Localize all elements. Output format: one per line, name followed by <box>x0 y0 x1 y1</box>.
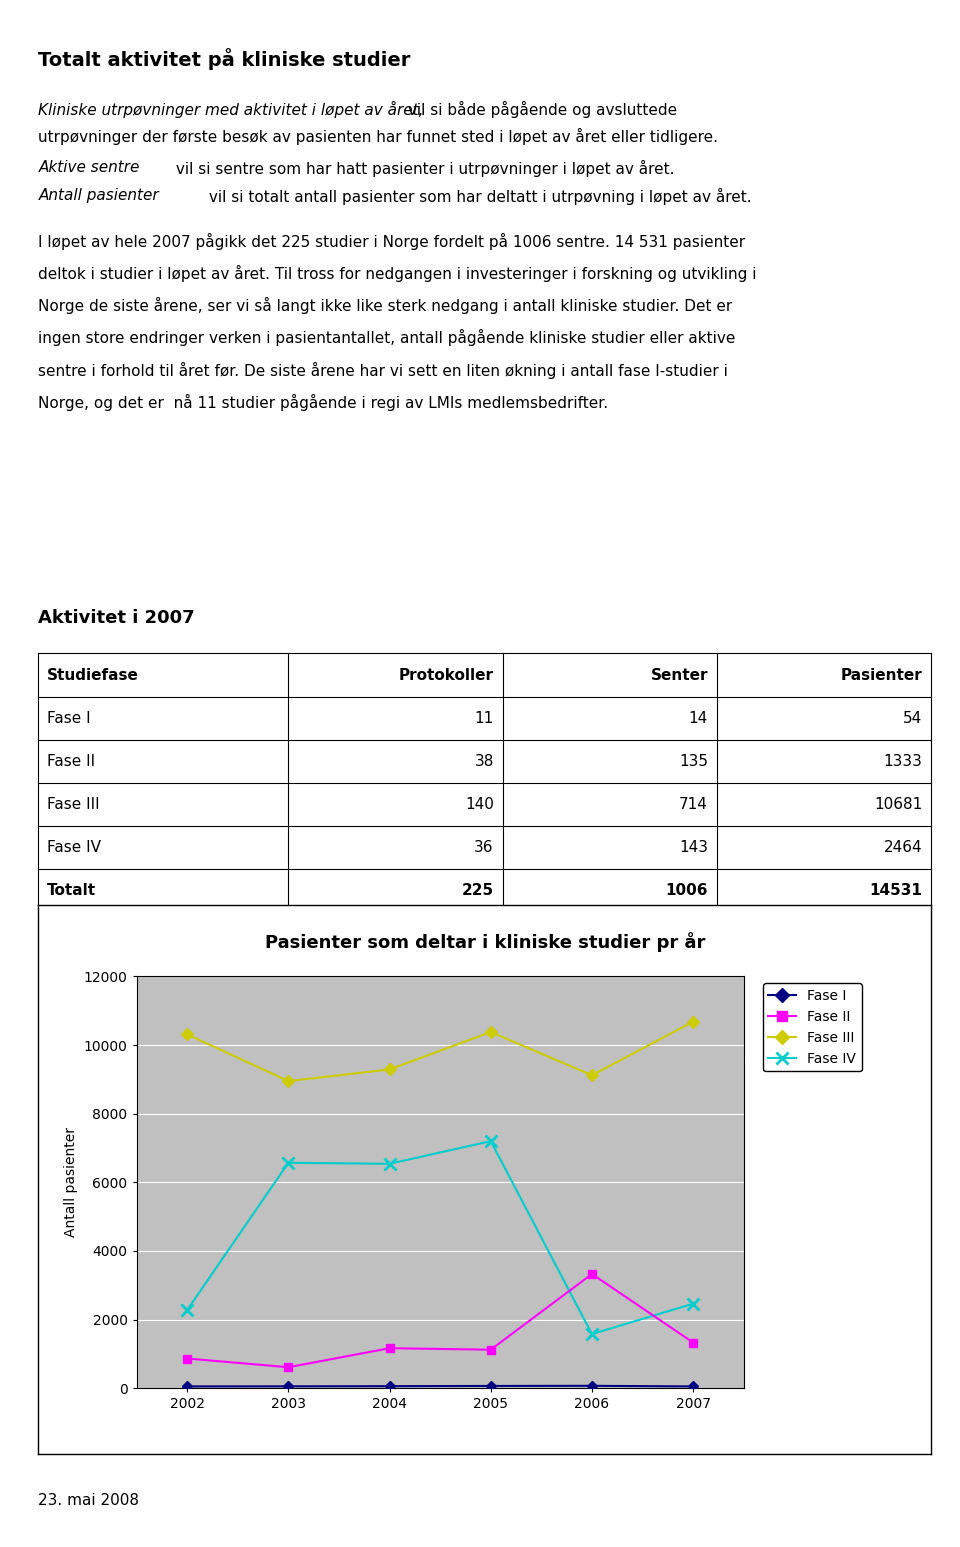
Text: 14531: 14531 <box>870 883 923 899</box>
Text: 135: 135 <box>679 753 708 769</box>
Text: 10681: 10681 <box>874 797 923 812</box>
Text: deltok i studier i løpet av året. Til tross for nedgangen i investeringer i fors: deltok i studier i løpet av året. Til tr… <box>38 265 756 282</box>
Text: Fase I: Fase I <box>47 710 91 726</box>
Text: Pasienter som deltar i kliniske studier pr år: Pasienter som deltar i kliniske studier … <box>265 933 705 953</box>
Text: 38: 38 <box>474 753 493 769</box>
Text: vil si sentre som har hatt pasienter i utrpøvninger i løpet av året.: vil si sentre som har hatt pasienter i u… <box>171 161 674 178</box>
Text: ingen store endringer verken i pasientantallet, antall pågående kliniske studier: ingen store endringer verken i pasientan… <box>38 330 735 347</box>
Text: Fase II: Fase II <box>47 753 95 769</box>
Text: Antall pasienter: Antall pasienter <box>38 189 159 203</box>
Text: 1333: 1333 <box>883 753 923 769</box>
Text: sentre i forhold til året før. De siste årene har vi sett en liten økning i anta: sentre i forhold til året før. De siste … <box>38 362 729 379</box>
Text: Fase III: Fase III <box>47 797 100 812</box>
Text: Totalt aktivitet på kliniske studier: Totalt aktivitet på kliniske studier <box>38 48 411 70</box>
Text: Protokoller: Protokoller <box>398 668 493 682</box>
Text: I løpet av hele 2007 pågikk det 225 studier i Norge fordelt på 1006 sentre. 14 5: I løpet av hele 2007 pågikk det 225 stud… <box>38 232 746 249</box>
Text: 1006: 1006 <box>665 883 708 899</box>
Text: utrpøvninger der første besøk av pasienten har funnet sted i løpet av året eller: utrpøvninger der første besøk av pasient… <box>38 128 718 145</box>
Text: 714: 714 <box>679 797 708 812</box>
Text: 2464: 2464 <box>883 840 923 855</box>
Text: 225: 225 <box>462 883 493 899</box>
Text: 140: 140 <box>465 797 493 812</box>
Text: Kliniske utrpøvninger med aktivitet i løpet av året,: Kliniske utrpøvninger med aktivitet i lø… <box>38 101 424 118</box>
Text: Pasienter: Pasienter <box>841 668 923 682</box>
Legend: Fase I, Fase II, Fase III, Fase IV: Fase I, Fase II, Fase III, Fase IV <box>763 984 862 1071</box>
Text: 14: 14 <box>688 710 708 726</box>
Text: vil si totalt antall pasienter som har deltatt i utrpøvning i løpet av året.: vil si totalt antall pasienter som har d… <box>204 189 751 206</box>
Text: 11: 11 <box>474 710 493 726</box>
Text: Aktivitet i 2007: Aktivitet i 2007 <box>38 610 195 627</box>
Text: Norge de siste årene, ser vi så langt ikke like sterk nedgang i antall kliniske : Norge de siste årene, ser vi så langt ik… <box>38 297 732 314</box>
Text: Norge, og det er  nå 11 studier pågående i regi av LMIs medlemsbedrifter.: Norge, og det er nå 11 studier pågående … <box>38 394 609 412</box>
Text: 36: 36 <box>474 840 493 855</box>
Text: Fase IV: Fase IV <box>47 840 102 855</box>
Text: Senter: Senter <box>651 668 708 682</box>
Y-axis label: Antall pasienter: Antall pasienter <box>64 1128 78 1238</box>
Text: 54: 54 <box>903 710 923 726</box>
Text: Studiefase: Studiefase <box>47 668 139 682</box>
Text: Aktive sentre: Aktive sentre <box>38 161 140 175</box>
Text: vil si både pågående og avsluttede: vil si både pågående og avsluttede <box>402 101 677 118</box>
Text: Totalt: Totalt <box>47 883 96 899</box>
Text: 143: 143 <box>679 840 708 855</box>
Text: 23. mai 2008: 23. mai 2008 <box>38 1493 139 1508</box>
